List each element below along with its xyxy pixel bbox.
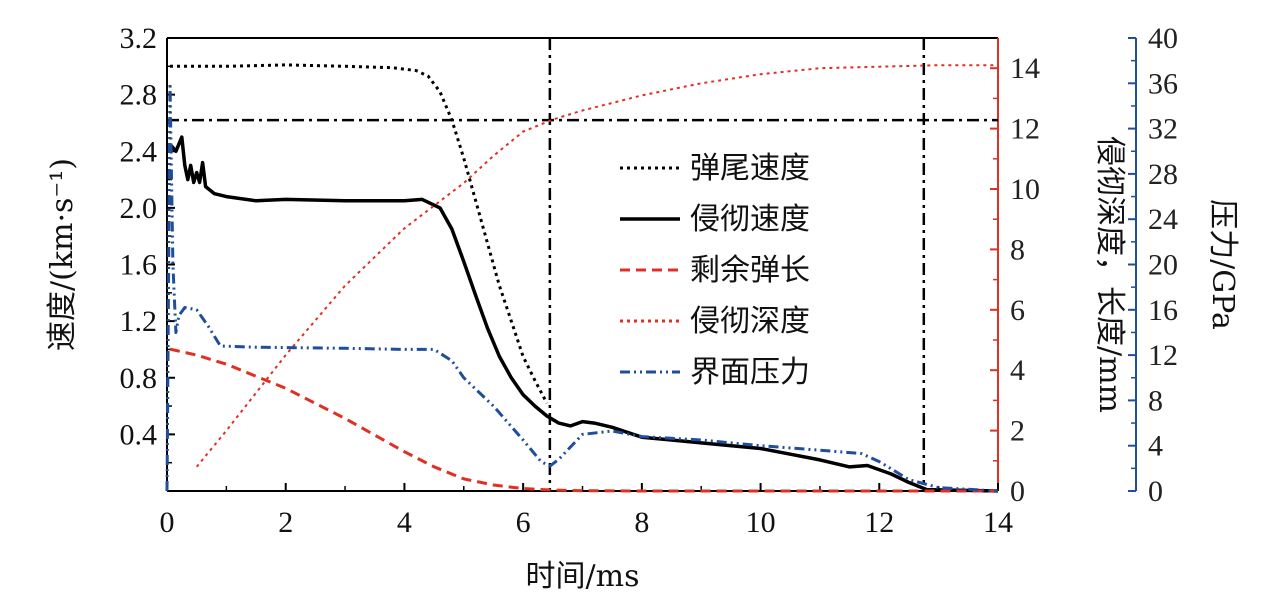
y-right1-tick-label: 6: [1010, 294, 1025, 327]
y-right2-tick-label: 24: [1148, 203, 1178, 236]
y-right2-tick-label: 32: [1148, 113, 1178, 146]
y-left-tick-label: 3.2: [120, 22, 158, 55]
y-right1-tick-label: 10: [1010, 173, 1040, 206]
y-right1-tick-label: 14: [1010, 52, 1040, 85]
legend-label: 弹尾速度: [690, 151, 810, 186]
x-tick-label: 2: [278, 506, 293, 539]
x-axis-title: 时间/ms: [526, 559, 640, 594]
y-right2-tick-label: 40: [1148, 22, 1178, 55]
y-left-axis-title: 速度/(km·s⁻¹): [45, 158, 80, 351]
y-right1-tick-label: 0: [1010, 475, 1025, 508]
series-line-5: [165, 81, 999, 493]
y-left-tick-label: 2.4: [120, 135, 158, 168]
y-right1-tick-label: 8: [1010, 233, 1025, 266]
y-left-tick-label: 2.0: [120, 192, 158, 225]
legend-label: 剩余弹长: [690, 253, 810, 288]
y-left-tick-label: 1.2: [120, 305, 158, 338]
x-tick-label: 4: [397, 506, 412, 539]
legend-label: 界面压力: [690, 355, 810, 390]
series-line-1: [170, 63, 549, 404]
x-tick-label: 14: [983, 506, 1013, 539]
y-right1-tick-label: 12: [1010, 113, 1040, 146]
y-right1-tick-label: 2: [1010, 415, 1025, 448]
y-left-tick-label: 2.8: [120, 79, 158, 112]
y-right2-tick-label: 20: [1148, 249, 1178, 282]
y-right2-tick-label: 16: [1148, 294, 1178, 327]
y-left-tick-label: 0.4: [120, 418, 158, 451]
y-right2-tick-label: 4: [1148, 430, 1163, 463]
y-right2-tick-label: 36: [1148, 67, 1178, 100]
y-left-tick-label: 1.6: [120, 249, 158, 282]
y-left-tick-label: 0.8: [120, 362, 158, 395]
y-right2-tick-label: 28: [1148, 158, 1178, 191]
series-line-3: [169, 347, 998, 493]
series-line-4: [195, 64, 998, 468]
series-line-2: [168, 135, 999, 493]
x-tick-label: 6: [516, 506, 531, 539]
x-tick-label: 8: [634, 506, 649, 539]
x-tick-label: 10: [746, 506, 776, 539]
y-right1-axis-title: 侵彻深度，长度/mm: [1092, 136, 1127, 413]
x-tick-label: 12: [864, 506, 894, 539]
x-tick-label: 0: [160, 506, 175, 539]
y-right1-tick-label: 4: [1010, 354, 1025, 387]
y-right2-tick-label: 0: [1148, 475, 1163, 508]
y-right2-tick-label: 8: [1148, 384, 1163, 417]
legend-label: 侵彻速度: [690, 202, 810, 237]
y-right2-tick-label: 12: [1148, 339, 1178, 372]
y-right2-axis-title: 压力/GPa: [1205, 199, 1240, 330]
legend-label: 侵彻深度: [690, 304, 810, 339]
